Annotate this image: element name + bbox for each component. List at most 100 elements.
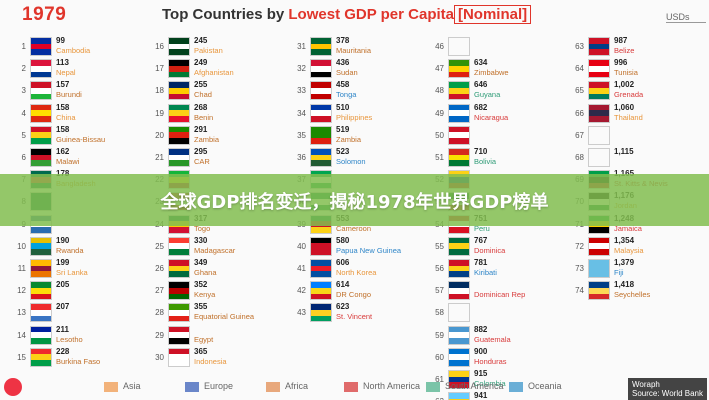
table-row: 17 249 Afghanistan xyxy=(146,58,286,80)
country-name: Sudan xyxy=(336,68,358,78)
gdp-value: 458 xyxy=(336,80,350,90)
table-row: 43 623 St. Vincent xyxy=(288,302,428,324)
country-name: Honduras xyxy=(474,356,507,366)
country-flag-icon xyxy=(588,37,610,56)
legend-label: North America xyxy=(363,381,421,391)
gdp-value: 199 xyxy=(56,258,70,267)
country-flag-icon xyxy=(310,103,332,123)
brand-name: Woraph xyxy=(632,380,660,389)
rank-number: 49 xyxy=(435,108,444,118)
rank-number: 48 xyxy=(435,86,444,96)
country-flag-icon xyxy=(30,59,52,79)
gdp-value: 1,165 xyxy=(614,169,634,178)
gdp-value: 158 xyxy=(56,102,70,112)
rank-number: 61 xyxy=(435,375,444,384)
country-flag-icon xyxy=(30,81,52,101)
country-name: Cambodia xyxy=(56,46,91,55)
table-row: 12 205 xyxy=(8,280,148,302)
rank-number: 10 xyxy=(17,241,26,251)
table-row: 61 915 Colombia xyxy=(426,369,566,391)
table-row: 34 510 Philippines xyxy=(288,103,428,125)
rank-number: 5 xyxy=(21,130,26,140)
gdp-value: 268 xyxy=(194,102,208,112)
rank-number: 63 xyxy=(575,42,584,51)
country-flag-icon xyxy=(168,236,190,256)
country-flag-icon xyxy=(168,37,190,56)
country-flag-icon xyxy=(30,103,52,123)
country-name: Belize xyxy=(614,46,635,55)
legend-label: Europe xyxy=(204,381,234,391)
rank-number: 28 xyxy=(155,308,164,318)
country-name: Peru xyxy=(474,223,490,233)
country-name: Malaysia xyxy=(614,245,644,255)
country-flag-icon xyxy=(310,37,332,56)
gdp-value: 623 xyxy=(336,302,350,312)
country-flag-icon xyxy=(448,59,470,79)
country-name: Nicaragua xyxy=(474,112,509,122)
table-row: 10 190 Rwanda xyxy=(8,236,148,258)
country-flag-icon xyxy=(448,259,470,278)
country-name: China xyxy=(56,112,76,122)
table-row: 60 900 Honduras xyxy=(426,347,566,369)
country-name: Afghanistan xyxy=(194,68,234,78)
rank-number: 1 xyxy=(21,42,26,51)
gdp-value: 291 xyxy=(194,124,208,134)
country-name: Chad xyxy=(194,90,212,100)
table-row: 50 xyxy=(426,125,566,147)
title-nominal-tag: [Nominal] xyxy=(453,5,532,24)
country-name: Papua New Guinea xyxy=(336,245,402,255)
country-name: Philippines xyxy=(336,112,373,122)
table-row: 73 1,379 Fiji xyxy=(566,258,706,280)
country-flag-icon xyxy=(310,59,332,79)
country-flag-icon xyxy=(588,125,610,145)
country-flag-icon xyxy=(448,125,470,145)
country-flag-icon xyxy=(310,148,332,167)
rank-number: 73 xyxy=(575,264,584,273)
country-name: Malawi xyxy=(56,157,80,166)
table-row: 29 Egypt xyxy=(146,325,286,347)
country-flag-icon xyxy=(30,236,52,256)
banner-text: 全球GDP排名变迁，揭秘1978年世界GDP榜单 xyxy=(160,192,549,213)
table-row: 32 436 Sudan xyxy=(288,58,428,80)
gdp-value: 646 xyxy=(474,80,488,90)
gdp-value: 162 xyxy=(56,147,70,156)
gdp-value: 996 xyxy=(614,58,628,68)
title-highlight: Lowest GDP per Capita xyxy=(288,6,454,23)
table-row: 66 1,060 Thailand xyxy=(566,103,706,125)
country-name: Pakistan xyxy=(194,46,223,55)
table-row: 2 113 Nepal xyxy=(8,58,148,80)
table-row: 57 Dominican Rep xyxy=(426,280,566,302)
rank-number: 51 xyxy=(435,153,444,162)
country-flag-icon xyxy=(168,148,190,167)
country-flag-icon xyxy=(448,303,470,323)
country-name: Burundi xyxy=(56,90,82,100)
legend-swatch xyxy=(185,382,199,392)
legend-swatch xyxy=(266,382,280,392)
gdp-value: 882 xyxy=(474,324,488,334)
country-flag-icon xyxy=(30,125,52,145)
rank-number: 32 xyxy=(297,64,306,74)
year-label: 1979 xyxy=(22,4,67,25)
unit-label: USDs xyxy=(666,12,706,23)
gdp-value: 365 xyxy=(194,346,208,356)
table-row: 16 245 Pakistan xyxy=(146,36,286,58)
table-row: 42 614 DR Congo xyxy=(288,280,428,302)
table-row: 55 767 Dominica xyxy=(426,236,566,258)
gdp-value: 436 xyxy=(336,58,350,68)
gdp-value: 634 xyxy=(474,58,488,68)
table-row: 33 458 Tonga xyxy=(288,80,428,102)
rank-number: 19 xyxy=(155,108,164,118)
rank-number: 50 xyxy=(435,130,444,140)
gdp-value: 987 xyxy=(614,36,628,45)
table-row: 47 634 Zimbabwe xyxy=(426,58,566,80)
country-flag-icon xyxy=(168,303,190,323)
country-name: Lesotho xyxy=(56,334,83,344)
gdp-value: 1,002 xyxy=(614,80,635,90)
rank-number: 64 xyxy=(575,64,584,74)
rank-number: 67 xyxy=(575,130,584,140)
table-row: 26 349 Ghana xyxy=(146,258,286,280)
country-flag-icon xyxy=(30,148,52,167)
country-flag-icon xyxy=(448,81,470,101)
gdp-value: 915 xyxy=(474,369,488,378)
